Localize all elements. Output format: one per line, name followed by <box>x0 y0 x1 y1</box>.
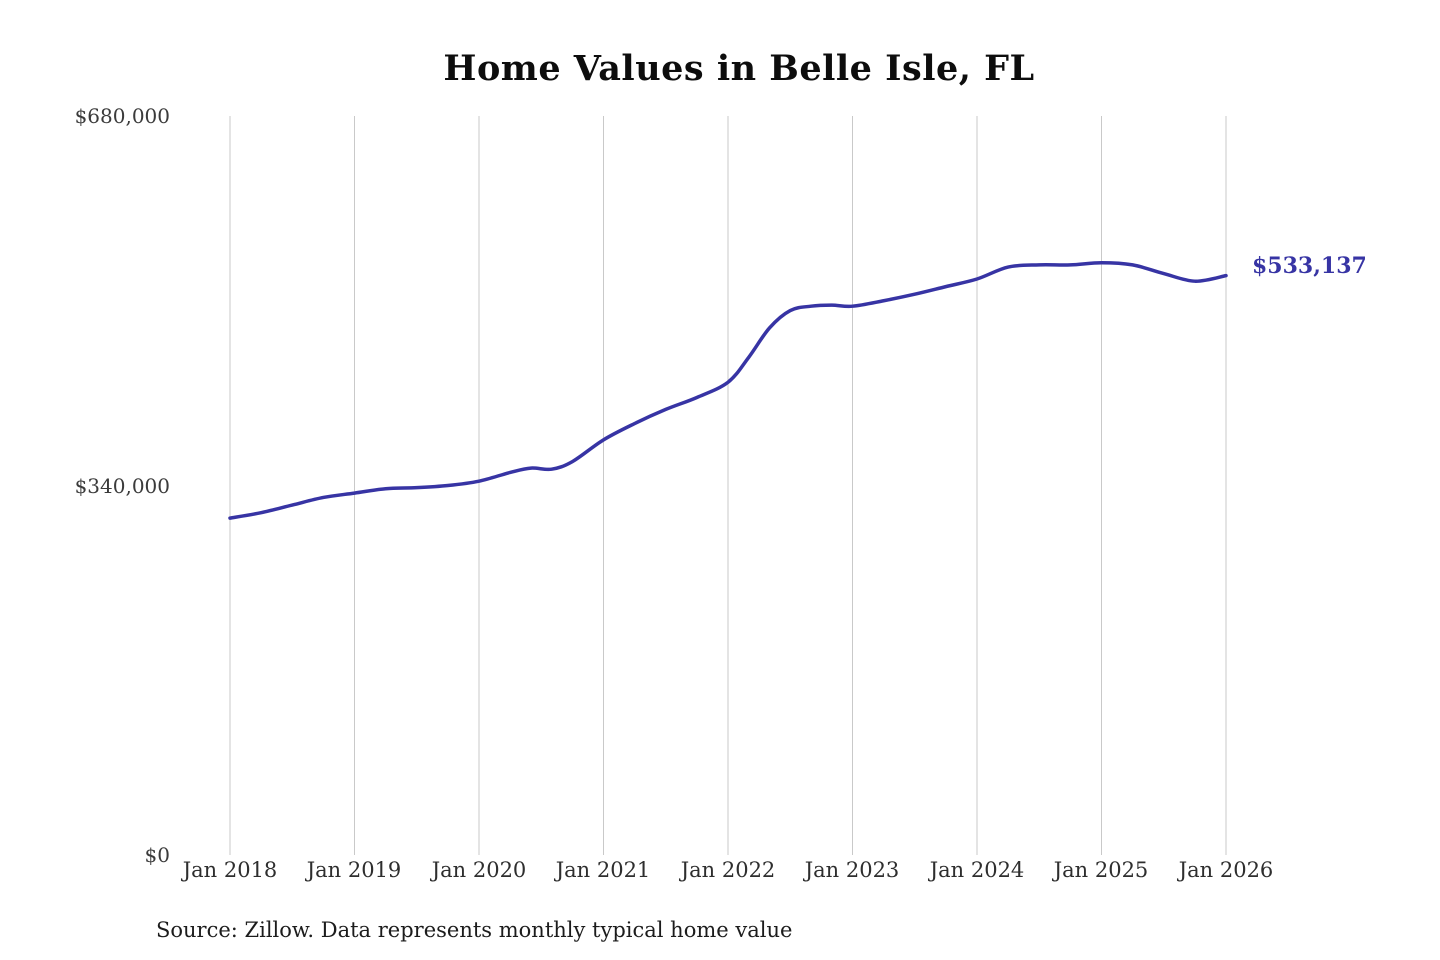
y-axis-tick-680000: $680,000 <box>74 104 170 128</box>
x-axis-tick-2025: Jan 2025 <box>1053 858 1149 882</box>
chart-title: Home Values in Belle Isle, FL <box>443 48 1035 89</box>
x-axis-tick-2018: Jan 2018 <box>182 858 278 882</box>
x-axis-tick-2019: Jan 2019 <box>306 858 402 882</box>
latest-value-label: $533,137 <box>1252 253 1367 279</box>
x-axis-tick-2021: Jan 2021 <box>555 858 651 882</box>
home-value-line <box>228 260 1228 520</box>
x-axis-tick-2023: Jan 2023 <box>804 858 900 882</box>
x-axis-tick-2026: Jan 2026 <box>1178 858 1274 882</box>
x-axis-tick-2024: Jan 2024 <box>929 858 1025 882</box>
y-axis-tick-340000: $340,000 <box>74 474 170 498</box>
source-note: Source: Zillow. Data represents monthly … <box>156 918 793 942</box>
x-axis-tick-2022: Jan 2022 <box>680 858 776 882</box>
x-axis-tick-2020: Jan 2020 <box>431 858 527 882</box>
y-axis-tick-0: $0 <box>144 843 170 867</box>
